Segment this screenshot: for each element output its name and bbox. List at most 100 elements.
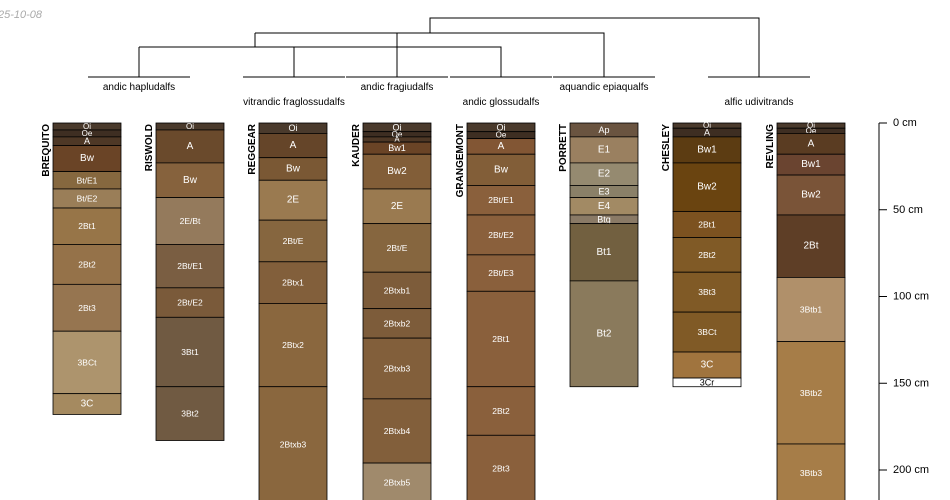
horizon-label: E2	[598, 169, 611, 180]
horizon-label: 3Btb1	[800, 305, 822, 315]
taxon-label-andic-glossudalfs: andic glossudalfs	[463, 97, 540, 108]
horizon-label: Oe	[496, 131, 507, 140]
horizon-label: 2Bt/E	[387, 243, 408, 253]
horizon-label: Bw	[183, 175, 198, 186]
horizon-3btb1	[776, 277, 846, 343]
horizon-label: 2Bt3	[492, 464, 510, 474]
horizon-label: Bw	[80, 153, 95, 164]
horizon-bw1	[672, 136, 742, 164]
horizon-label: 2Bt/E2	[488, 230, 514, 240]
horizon-label: E1	[598, 144, 611, 155]
depth-tick-label: 150 cm	[893, 377, 929, 389]
horizon-3bct	[52, 330, 122, 395]
horizon-2bt-e1	[466, 185, 536, 216]
dendrogram-branch	[255, 17, 760, 77]
horizon-label: 2Bt2	[698, 250, 716, 260]
horizon-label: Oi	[807, 121, 815, 130]
horizon-label: 2Bt/E3	[488, 268, 514, 278]
horizon-2bt	[776, 214, 846, 278]
horizon-label: Oi	[83, 122, 91, 131]
horizon-label: 2Bt1	[78, 221, 96, 231]
horizon-3c	[672, 351, 742, 379]
horizon-2bt1	[52, 207, 122, 245]
dendrogram-branch	[397, 46, 502, 77]
horizon-label: Bt1	[596, 247, 611, 258]
depth-tick-label: 0 cm	[893, 117, 917, 129]
horizon-label: Btg	[597, 214, 611, 224]
horizon-label: 2Btxb2	[384, 318, 411, 328]
horizon-bw2	[776, 174, 846, 216]
depth-tick-label: 200 cm	[893, 464, 929, 476]
horizon-2btxb1	[362, 271, 432, 310]
depth-tick-label: 100 cm	[893, 291, 929, 303]
horizon-label: 2Bt/E1	[177, 261, 203, 271]
horizon-label: 2Bt1	[492, 334, 510, 344]
horizon-label: 3C	[81, 399, 94, 410]
horizon-label: Oi	[186, 122, 194, 131]
horizon-bw2	[672, 162, 742, 212]
taxon-label-andic-fragiudalfs: andic fragiudalfs	[361, 82, 434, 93]
horizon-label: 2Bt3	[78, 303, 96, 313]
horizon-label: 3C	[701, 360, 714, 371]
taxon-label-aquandic-epiaqualfs: aquandic epiaqualfs	[560, 82, 649, 93]
horizon-label: Bw1	[388, 143, 406, 153]
horizon-2btx1	[258, 261, 328, 304]
horizon-2btxb3	[362, 337, 432, 400]
horizon-2bt-e	[258, 219, 328, 263]
horizon-2bt-e2	[155, 287, 225, 318]
horizon-2bt2	[672, 237, 742, 273]
horizon-label: 3Bt2	[181, 409, 199, 419]
horizon-label: Oi	[703, 121, 711, 130]
horizon-3bt2	[155, 386, 225, 441]
horizon-2e-bt	[155, 197, 225, 245]
horizon-label: Oe	[392, 130, 403, 139]
profile-name: KAUDER	[351, 123, 362, 167]
horizon-2bt-e1	[155, 244, 225, 289]
dendrogram-branch	[139, 33, 256, 48]
horizon-2bt3	[466, 434, 536, 500]
horizon-label: 2Btx2	[282, 340, 304, 350]
dendrogram	[88, 17, 810, 78]
horizon-label: Ap	[598, 125, 609, 135]
horizon-label: A	[84, 136, 90, 146]
taxon-label-vitrandic-fraglossudalfs: vitrandic fraglossudalfs	[243, 97, 345, 108]
profile-reggear: Oi A Bw 2E 2Bt/E 2Btx1 2Btx2 2Btxb3 REGGEAR	[247, 122, 328, 500]
horizon-bt2	[569, 280, 639, 388]
horizon-label: 3Bt1	[181, 347, 199, 357]
horizon-label: 2E	[391, 201, 404, 212]
horizon-bw	[155, 162, 225, 199]
horizon-label: Bw	[286, 163, 301, 174]
horizon-label: 2Btx1	[282, 278, 304, 288]
horizon-3bct	[672, 311, 742, 353]
horizon-label: 2Bt2	[78, 259, 96, 269]
horizon-label: A	[187, 141, 194, 152]
horizon-label: 3Btb2	[800, 388, 822, 398]
horizon-label: 2Bt/E	[283, 236, 304, 246]
horizon-label: A	[808, 138, 815, 149]
horizon-label: 2Bt1	[698, 219, 716, 229]
horizon-label: Bt/E2	[77, 193, 98, 203]
horizon-2btxb5	[362, 462, 432, 500]
profile-porrett: Ap E1 E2 E3 E4 Btg Bt1 Bt2 PORRETT	[558, 122, 639, 388]
horizon-label: A	[290, 140, 297, 151]
horizon-2e	[362, 188, 432, 225]
horizon-label: 2E/Bt	[180, 216, 201, 226]
horizon-label: Bw1	[697, 144, 717, 155]
profile-name: RISWOLD	[144, 124, 155, 171]
horizon-label: Bt2	[596, 328, 611, 339]
horizon-2bt1	[466, 290, 536, 388]
horizon-2btxb3	[258, 386, 328, 500]
horizon-label: 2Bt/E1	[488, 195, 514, 205]
horizon-label: 2Bt	[803, 241, 818, 252]
dendrogram-branch	[255, 33, 398, 48]
horizon-3cr	[672, 377, 742, 388]
horizon-label: 2Btxb3	[384, 364, 411, 374]
horizon-label: A	[704, 128, 710, 138]
horizon-label: E3	[598, 187, 609, 197]
horizon-label: 2Btxb1	[384, 285, 411, 295]
horizon-a	[155, 129, 225, 164]
taxon-label-alfic-udivitrands: alfic udivitrands	[725, 97, 794, 108]
horizon-label: Oi	[289, 123, 298, 133]
profile-name: PORRETT	[558, 124, 569, 172]
